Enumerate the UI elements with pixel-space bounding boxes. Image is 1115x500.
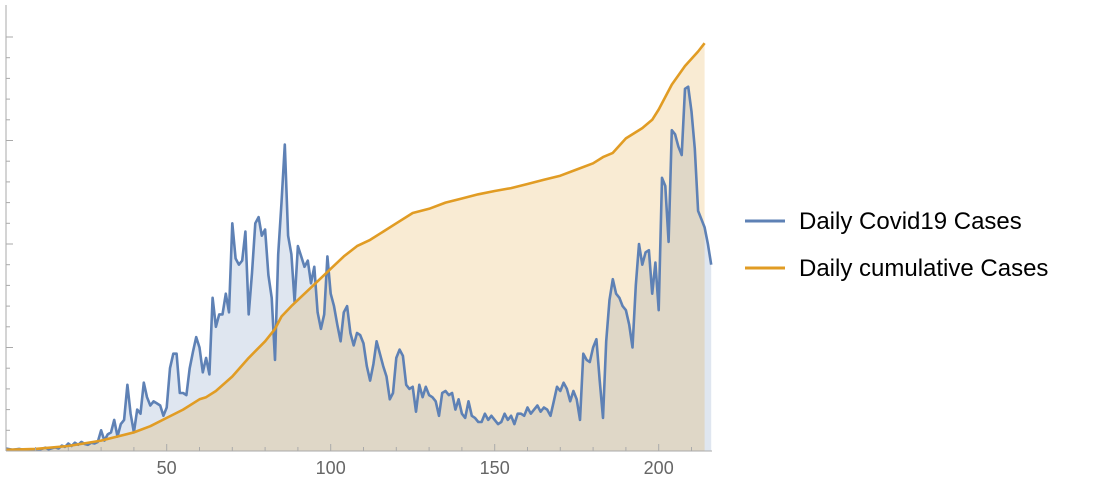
legend-daily-label: Daily Covid19 Cases — [799, 208, 1022, 235]
legend: Daily Covid19 Cases Daily cumulative Cas… — [745, 208, 1048, 282]
x-tick-label: 50 — [157, 458, 177, 478]
daily-cases-area — [6, 86, 712, 451]
cumulative-cases-line — [5, 42, 706, 452]
x-tick-label: 150 — [480, 458, 510, 478]
y-ticks — [6, 36, 13, 452]
plot-area — [5, 42, 713, 452]
x-tick-label: 100 — [316, 458, 346, 478]
x-tick-label: 200 — [644, 458, 674, 478]
daily-cases-line — [5, 85, 713, 452]
cumulative-cases-area — [6, 43, 705, 451]
x-ticks: 50 100 150 200 — [35, 444, 692, 478]
axes: 50 100 150 200 — [5, 5, 712, 478]
legend-cumulative-label: Daily cumulative Cases — [799, 255, 1048, 282]
